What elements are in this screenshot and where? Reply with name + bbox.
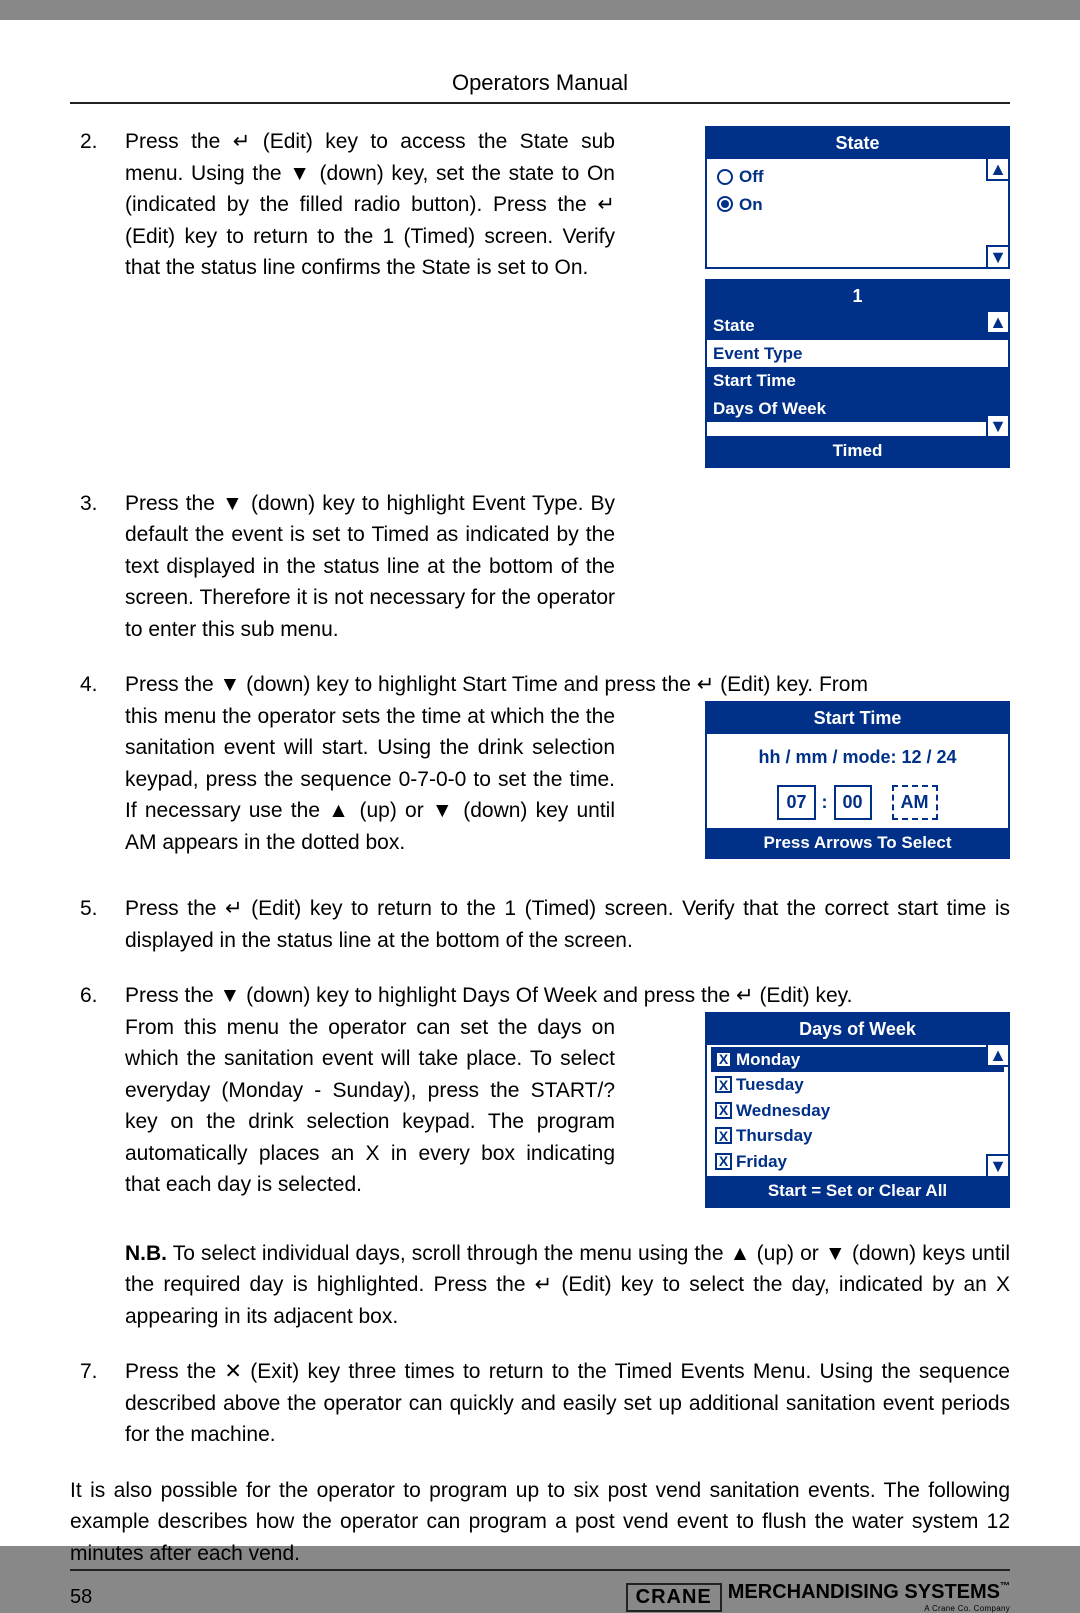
closing-paragraph: It is also possible for the operator to … xyxy=(70,1475,1010,1570)
start-time-mm[interactable]: 00 xyxy=(834,785,872,820)
check-icon: X xyxy=(715,1076,732,1093)
step-number: 4. xyxy=(70,669,125,869)
step-6-text: From this menu the operator can set the … xyxy=(125,1012,615,1201)
arrow-up-button[interactable]: ▲ xyxy=(986,310,1010,334)
radio-on-icon xyxy=(717,196,733,212)
state-panel-body: ▲ ▼ Off On xyxy=(707,159,1008,267)
start-time-sep: : xyxy=(822,789,828,816)
page-number: 58 xyxy=(70,1586,92,1609)
step-4-lead: Press the ▼ (down) key to highlight Star… xyxy=(125,669,1010,701)
panels-group-right: State ▲ ▼ Off On xyxy=(705,126,1010,478)
header-rule xyxy=(70,102,1010,104)
menu-panel-body: ▲ ▼ State Event Type Start Time Days Of … xyxy=(707,312,1008,436)
step-number: 3. xyxy=(70,488,125,646)
menu-panel-footer: Timed xyxy=(707,436,1008,466)
step-2: 2. State ▲ ▼ Off xyxy=(70,126,1010,478)
brand-text: MERCHANDISING SYSTEMS™ A Crane Co. Compa… xyxy=(728,1581,1010,1613)
brand-main: MERCHANDISING SYSTEMS xyxy=(728,1581,1000,1603)
day-wednesday[interactable]: X Wednesday xyxy=(711,1098,1004,1124)
state-panel-title: State xyxy=(707,128,1008,159)
step-number: 6. xyxy=(70,980,125,1332)
day-label: Tuesday xyxy=(736,1072,804,1098)
days-footer: Start = Set or Clear All xyxy=(707,1176,1008,1206)
start-time-hh[interactable]: 07 xyxy=(777,785,815,820)
menu-item-days[interactable]: Days Of Week xyxy=(707,395,1008,423)
days-title: Days of Week xyxy=(707,1014,1008,1045)
step-4: 4. Press the ▼ (down) key to highlight S… xyxy=(70,669,1010,869)
day-label: Monday xyxy=(736,1047,800,1073)
step-number: 2. xyxy=(70,126,125,478)
step-2-text: Press the ↵ (Edit) key to access the Sta… xyxy=(125,126,615,284)
menu-panel-title: 1 xyxy=(707,281,1008,312)
state-option-on[interactable]: On xyxy=(713,191,1002,219)
state-option-off[interactable]: Off xyxy=(713,163,1002,191)
start-time-panel: Start Time hh / mm / mode: 12 / 24 07 : … xyxy=(705,701,1010,860)
days-panel: Days of Week ▲ ▼ X Monday X Tuesday xyxy=(705,1012,1010,1208)
start-time-footer: Press Arrows To Select xyxy=(707,828,1008,858)
step-5: 5. Press the ↵ (Edit) key to return to t… xyxy=(70,893,1010,956)
state-option-on-label: On xyxy=(739,192,763,218)
days-panel-wrap: Days of Week ▲ ▼ X Monday X Tuesday xyxy=(705,1012,1010,1218)
check-icon: X xyxy=(715,1051,732,1068)
step-body: Press the ▼ (down) key to highlight Even… xyxy=(125,488,1010,646)
arrow-down-button[interactable]: ▼ xyxy=(986,414,1010,438)
content-area: 2. State ▲ ▼ Off xyxy=(70,126,1010,1569)
menu-item-event-type[interactable]: Event Type xyxy=(707,340,1008,368)
day-monday[interactable]: X Monday xyxy=(711,1047,1004,1073)
step-body: State ▲ ▼ Off On xyxy=(125,126,1010,478)
nb-text: To select individual days, scroll throug… xyxy=(125,1242,1010,1328)
step-4-text: this menu the operator sets the time at … xyxy=(125,701,615,859)
brand-box: CRANE xyxy=(626,1583,722,1612)
start-time-format: hh / mm / mode: 12 / 24 xyxy=(713,744,1002,771)
arrow-down-button[interactable]: ▼ xyxy=(986,1154,1010,1178)
page-footer: 58 CRANE MERCHANDISING SYSTEMS™ A Crane … xyxy=(70,1569,1010,1613)
step-body: Press the ▼ (down) key to highlight Days… xyxy=(125,980,1010,1332)
trademark-icon: ™ xyxy=(1000,1581,1010,1592)
menu-item-state[interactable]: State xyxy=(707,312,1008,340)
start-time-values: 07 : 00 AM xyxy=(713,785,1002,820)
menu-item-start-time[interactable]: Start Time xyxy=(707,367,1008,395)
brand-subtext: A Crane Co. Company xyxy=(728,1604,1010,1613)
step-7-text: Press the ✕ (Exit) key three times to re… xyxy=(125,1356,1010,1451)
state-option-off-label: Off xyxy=(739,164,764,190)
start-time-title: Start Time xyxy=(707,703,1008,734)
step-number: 7. xyxy=(70,1356,125,1451)
check-icon: X xyxy=(715,1127,732,1144)
step-number: 5. xyxy=(70,893,125,956)
check-icon: X xyxy=(715,1153,732,1170)
step-6: 6. Press the ▼ (down) key to highlight D… xyxy=(70,980,1010,1332)
start-time-mode[interactable]: AM xyxy=(892,785,938,820)
page-title: Operators Manual xyxy=(70,70,1010,96)
start-time-body: hh / mm / mode: 12 / 24 07 : 00 AM xyxy=(707,734,1008,828)
brand: CRANE MERCHANDISING SYSTEMS™ A Crane Co.… xyxy=(626,1581,1010,1613)
check-icon: X xyxy=(715,1102,732,1119)
state-panel: State ▲ ▼ Off On xyxy=(705,126,1010,269)
step-7: 7. Press the ✕ (Exit) key three times to… xyxy=(70,1356,1010,1451)
day-friday[interactable]: X Friday xyxy=(711,1149,1004,1175)
step-6-lead: Press the ▼ (down) key to highlight Days… xyxy=(125,980,1010,1012)
arrow-down-button[interactable]: ▼ xyxy=(986,245,1010,269)
day-label: Friday xyxy=(736,1149,787,1175)
menu-panel: 1 ▲ ▼ State Event Type Start Time Days O… xyxy=(705,279,1010,468)
step-5-text: Press the ↵ (Edit) key to return to the … xyxy=(125,893,1010,956)
radio-off-icon xyxy=(717,169,733,185)
step-body: Press the ▼ (down) key to highlight Star… xyxy=(125,669,1010,869)
arrow-up-button[interactable]: ▲ xyxy=(986,157,1010,181)
day-label: Wednesday xyxy=(736,1098,830,1124)
day-tuesday[interactable]: X Tuesday xyxy=(711,1072,1004,1098)
step-3-text: Press the ▼ (down) key to highlight Even… xyxy=(125,488,615,646)
days-body: ▲ ▼ X Monday X Tuesday X xyxy=(707,1045,1008,1177)
step-3: 3. Press the ▼ (down) key to highlight E… xyxy=(70,488,1010,646)
arrow-up-button[interactable]: ▲ xyxy=(986,1043,1010,1067)
day-label: Thursday xyxy=(736,1123,813,1149)
start-time-panel-wrap: Start Time hh / mm / mode: 12 / 24 07 : … xyxy=(705,701,1010,870)
page: Operators Manual 2. State ▲ ▼ Off xyxy=(0,20,1080,1546)
step-6-nb: N.B. To select individual days, scroll t… xyxy=(125,1238,1010,1333)
nb-label: N.B. xyxy=(125,1242,167,1265)
day-thursday[interactable]: X Thursday xyxy=(711,1123,1004,1149)
